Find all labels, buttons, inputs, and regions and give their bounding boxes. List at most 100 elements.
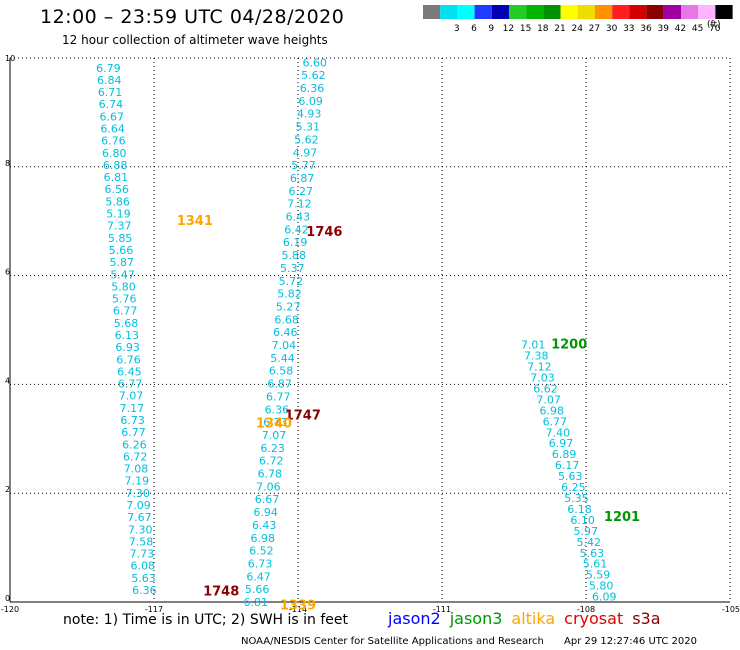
scale-swatch	[491, 5, 509, 19]
scale-swatch	[526, 5, 544, 19]
scale-tick-label: 24	[571, 24, 583, 34]
legend-jason3: jason3	[449, 609, 503, 628]
scale-tick-label: 3	[454, 24, 460, 34]
wave-height-value: 6.13	[115, 329, 140, 342]
wave-height-value: 6.67	[99, 110, 124, 123]
legend-altika: altika	[511, 609, 556, 628]
chart-title: 12:00 – 23:59 UTC 04/28/2020	[40, 6, 345, 28]
x-tick-label: -120	[1, 605, 19, 614]
scale-swatch	[440, 5, 458, 19]
scale-tick-label: 36	[640, 24, 652, 34]
generated-timestamp: Apr 29 12:27:46 UTC 2020	[564, 636, 697, 647]
x-tick-label: -108	[577, 605, 595, 614]
wave-height-value: 6.98	[251, 532, 276, 545]
wave-height-value: 7.01	[521, 339, 546, 352]
wave-height-value: 6.68	[274, 313, 299, 326]
wave-height-value: 7.12	[287, 198, 312, 211]
wave-height-value: 5.88	[281, 249, 306, 262]
x-tick-label: -105	[722, 605, 740, 614]
wave-height-value: 6.36	[265, 403, 290, 416]
wave-height-value: 7.04	[272, 339, 297, 352]
y-tick-label: 10	[5, 54, 15, 63]
x-tick-label: -117	[145, 605, 163, 614]
wave-height-value: 5.62	[294, 133, 319, 146]
wave-height-value: 5.35	[564, 492, 589, 505]
wave-height-value: 6.47	[246, 570, 271, 583]
wave-height-value: 6.81	[104, 171, 129, 184]
wave-height-value: 6.58	[269, 365, 294, 378]
wave-height-value: 5.82	[277, 288, 302, 301]
wave-height-value: 5.66	[109, 244, 134, 257]
wave-height-value: 6.71	[98, 86, 123, 99]
wave-height-value: 5.47	[110, 268, 135, 281]
scale-swatch	[423, 5, 441, 19]
scale-tick-label: 15	[520, 24, 531, 34]
wave-height-value: 6.43	[286, 211, 311, 224]
wave-height-value: 6.77	[543, 415, 568, 428]
wave-height-value: 6.80	[102, 147, 127, 160]
wave-height-value: 6.56	[105, 183, 130, 196]
wave-height-value: 5.66	[245, 583, 270, 596]
x-tick-label: -114	[289, 605, 307, 614]
wave-height-value: 5.37	[280, 262, 305, 275]
wave-height-value: 7.67	[127, 511, 152, 524]
wave-height-value: 5.31	[296, 121, 321, 134]
wave-height-value: 4.97	[293, 146, 318, 159]
wave-height-value: 5.97	[573, 525, 598, 538]
wave-height-value: 6.87	[290, 172, 315, 185]
wave-height-value: 6.77	[266, 390, 291, 403]
wave-height-value: 5.19	[106, 208, 131, 221]
pass-time-label: 1339	[280, 599, 316, 614]
wave-height-value: 7.58	[129, 535, 154, 548]
scale-tick-label: 18	[537, 24, 549, 34]
wave-height-value: 6.77	[113, 305, 138, 318]
wave-height-value: 6.94	[253, 506, 278, 519]
scale-tick-label: 45	[692, 24, 703, 34]
wave-height-value: 6.73	[248, 557, 273, 570]
wave-height-values: 6.796.846.716.746.676.646.766.806.886.81…	[96, 56, 616, 609]
footer-note: note: 1) Time is in UTC; 2) SWH is in fe…	[63, 612, 349, 628]
wave-height-value: 7.40	[546, 426, 571, 439]
wave-height-value: 5.85	[108, 232, 133, 245]
satellite-legend: jason2 jason3 altika cryosat s3a	[388, 609, 670, 628]
wave-height-value: 5.80	[589, 580, 614, 593]
scale-tick-label: 42	[675, 24, 686, 34]
wave-height-value: 7.30	[128, 523, 153, 536]
scale-swatch	[509, 5, 527, 19]
credit-line: NOAA/NESDIS Center for Satellite Applica…	[241, 636, 544, 647]
wave-height-value: 6.93	[115, 341, 140, 354]
wave-height-value: 6.27	[288, 185, 313, 198]
wave-height-value: 6.77	[121, 426, 146, 439]
legend-s3a: s3a	[632, 609, 661, 628]
wave-height-value: 6.72	[123, 450, 148, 463]
scale-swatch	[629, 5, 647, 19]
wave-height-value: 5.63	[131, 572, 156, 585]
wave-height-value: 7.07	[119, 390, 144, 403]
wave-height-value: 5.63	[580, 547, 605, 560]
wave-height-value: 7.38	[524, 350, 549, 363]
wave-height-value: 6.36	[132, 584, 157, 597]
wave-height-value: 6.97	[549, 437, 574, 450]
wave-height-value: 6.09	[592, 591, 617, 604]
wave-height-value: 6.62	[533, 382, 558, 395]
scale-swatch	[577, 5, 595, 19]
wave-height-value: 5.42	[577, 536, 602, 549]
scale-tick-label: 9	[488, 24, 494, 34]
wave-height-value: 6.81	[244, 596, 269, 609]
wave-height-value: 5.76	[112, 293, 137, 306]
wave-height-value: 5.68	[114, 317, 139, 330]
wave-height-value: 6.43	[252, 519, 277, 532]
wave-height-value: 6.25	[561, 481, 586, 494]
pass-time-label: 1747	[285, 408, 321, 423]
scale-tick-label: 33	[623, 24, 634, 34]
pass-time-label: 1341	[177, 214, 213, 229]
wave-height-value: 7.08	[124, 463, 149, 476]
legend-jason2: jason2	[388, 609, 441, 628]
wave-height-value: 6.78	[258, 468, 283, 481]
wave-height-value: 6.67	[255, 493, 280, 506]
y-tick-label: 4	[5, 376, 10, 385]
wave-height-value: 6.10	[570, 514, 595, 527]
scale-swatch	[698, 5, 716, 19]
wave-height-value: 6.17	[555, 459, 580, 472]
wave-height-value: 7.07	[536, 393, 561, 406]
